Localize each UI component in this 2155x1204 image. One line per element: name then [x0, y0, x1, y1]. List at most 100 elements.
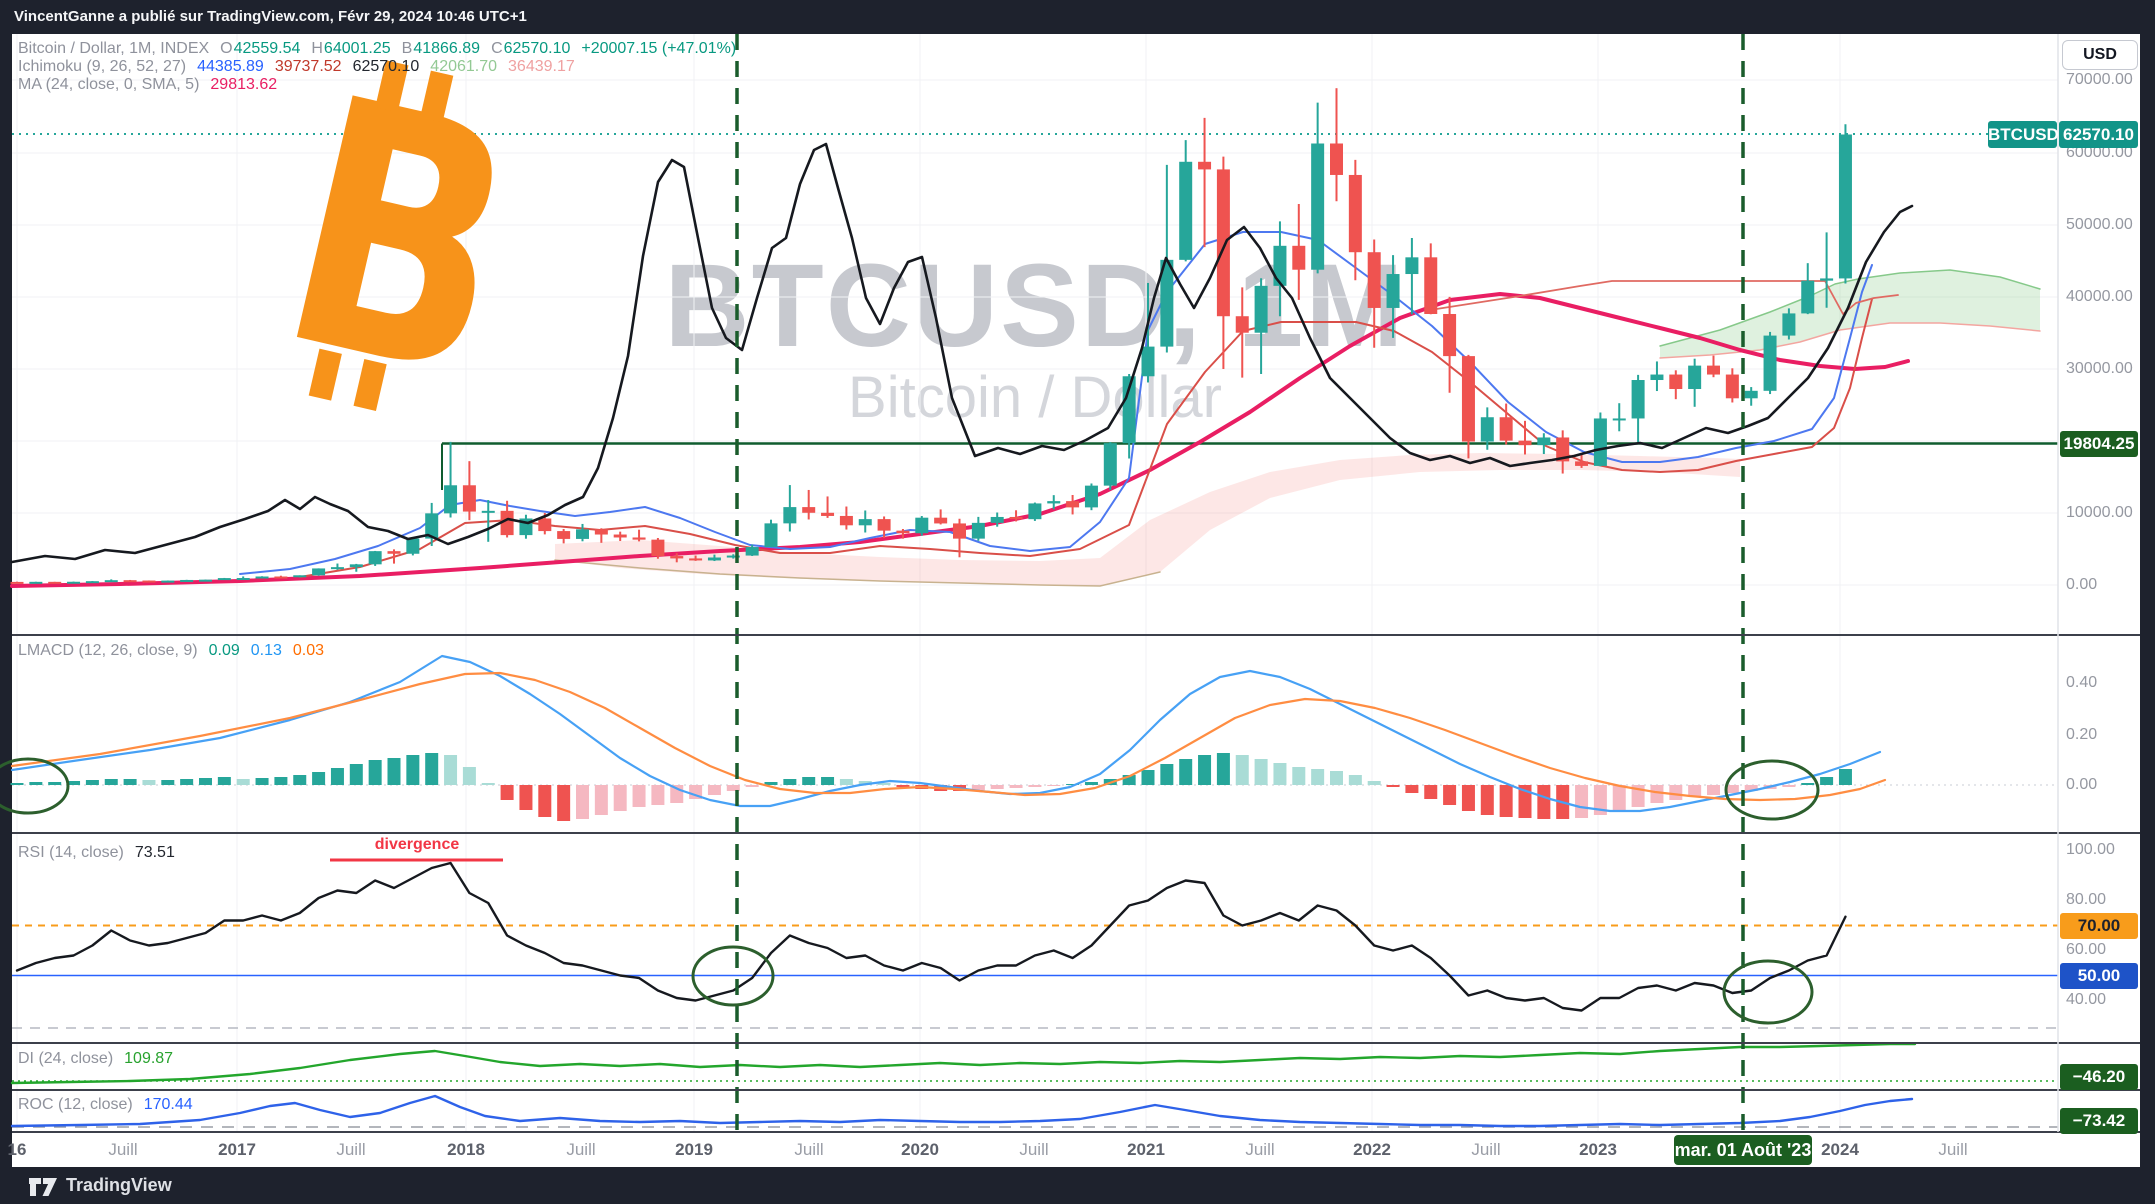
candle-body	[802, 507, 816, 513]
symbol-legend[interactable]: Bitcoin / Dollar, 1M, INDEX O42559.54 H640…	[18, 40, 747, 58]
macd-histogram-bar	[1311, 769, 1325, 785]
time-tick-label: 2019	[675, 1140, 713, 1159]
candle-body	[142, 580, 156, 583]
macd-histogram-bar	[1650, 785, 1664, 803]
time-tick-label: Juill	[1245, 1140, 1275, 1159]
candle-body	[1537, 437, 1551, 446]
price-tick-label: 0.40	[2066, 674, 2098, 691]
macd-histogram-bar	[387, 758, 401, 785]
macd-histogram-bar	[783, 779, 797, 785]
macd-histogram-bar	[29, 782, 43, 785]
tradingview-brand-text[interactable]: TradingView	[66, 1175, 172, 1195]
legend-value: 73.51	[134, 844, 175, 861]
green-level-line[interactable]	[441, 442, 2058, 491]
ma-line	[10, 292, 1910, 588]
axis-value-badge: 70.00	[2060, 913, 2138, 939]
candle-body	[1443, 313, 1457, 357]
legend-value: Bitcoin / Dollar, 1M, INDEX	[18, 40, 210, 57]
macd-histogram-bar	[802, 777, 816, 785]
currency-toggle-button[interactable]: USD	[2062, 40, 2138, 70]
candle-body	[1198, 161, 1212, 170]
macd-histogram-bar	[500, 785, 514, 800]
macd-histogram-bar	[1443, 785, 1457, 805]
macd-histogram-bar	[821, 777, 835, 785]
legend-value: 0.09	[208, 642, 240, 659]
candle-body	[1650, 374, 1664, 381]
candle-body	[1461, 356, 1475, 442]
chart-canvas-background[interactable]	[12, 34, 2140, 1167]
macd-histogram-bar	[1066, 784, 1080, 785]
ma-legend[interactable]: MA (24, close, 0, SMA, 5) 29813.62	[18, 76, 288, 94]
macd-histogram-bar	[1725, 785, 1739, 793]
green-circle-annotation[interactable]	[691, 945, 775, 1007]
legend-value: 170.44	[143, 1096, 193, 1113]
candle-body	[1141, 346, 1155, 377]
time-tick-label: Juill	[1019, 1140, 1049, 1159]
price-tick-label: 0.00	[2066, 776, 2098, 793]
candle-body	[293, 575, 307, 578]
candle-body	[1348, 174, 1362, 253]
axis-value-badge: 50.00	[2060, 963, 2138, 989]
macd-histogram-bar	[425, 753, 439, 785]
macd-histogram-bar	[1198, 755, 1212, 785]
macd-histogram-bar	[726, 785, 740, 791]
candle-body	[48, 581, 62, 584]
macd-histogram-bar	[877, 783, 891, 785]
green-circle-annotation[interactable]	[0, 757, 70, 815]
macd-histogram-bar	[651, 785, 665, 805]
legend-value: LMACD (12, 26, close, 9)	[18, 642, 198, 659]
di-legend[interactable]: DI (24, close) 109.87	[18, 1050, 184, 1068]
macd-line	[10, 654, 1882, 813]
price-tick-label: 0.00	[2066, 576, 2098, 593]
candle-body	[1160, 259, 1174, 347]
tradingview-logo-icon[interactable]	[28, 1176, 60, 1198]
ichimoku-cloud-past	[555, 453, 1740, 586]
candle-body	[330, 567, 344, 570]
rsi-legend[interactable]: RSI (14, close) 73.51	[18, 844, 186, 862]
legend-value: MA (24, close, 0, SMA, 5)	[18, 76, 200, 93]
candles	[10, 88, 1852, 584]
macd-histogram-bar	[896, 785, 910, 787]
bitcoin-logo-icon: B	[254, 40, 545, 456]
candle-body	[1084, 485, 1098, 508]
svg-text:B: B	[254, 40, 545, 456]
green-circle-annotation[interactable]	[1722, 959, 1814, 1025]
macd-histogram-bar	[538, 785, 552, 817]
candle-body	[368, 551, 382, 565]
candle-body	[1179, 161, 1193, 260]
candle-body	[934, 517, 948, 524]
macd-histogram-bar	[1348, 775, 1362, 785]
macd-legend[interactable]: LMACD (12, 26, close, 9) 0.09 0.13 0.03	[18, 642, 335, 660]
ichimoku-legend[interactable]: Ichimoku (9, 26, 52, 27) 44385.89 39737.52…	[18, 58, 586, 76]
candle-body	[1386, 274, 1400, 308]
legend-value: 44385.89	[197, 58, 264, 75]
candle-body	[1801, 280, 1815, 314]
roc-legend[interactable]: ROC (12, close) 170.44	[18, 1096, 204, 1114]
macd-histogram-bar	[462, 767, 476, 785]
legend-value: 62570.10	[352, 58, 420, 75]
candle-body	[1424, 257, 1438, 314]
macd-histogram-bar	[1424, 785, 1438, 799]
candle-body	[481, 510, 495, 513]
crosshair-date-badge: mar. 01 Août '23	[1674, 1135, 1812, 1165]
macd-histogram-bar	[1028, 785, 1042, 787]
symbol-price-label: BTCUSD	[1988, 121, 2059, 148]
macd-histogram-bar	[1518, 785, 1532, 818]
candle-body	[1273, 245, 1287, 286]
macd-histogram-bar	[557, 785, 571, 821]
macd-histogram-bar	[104, 779, 118, 785]
candle-body	[1254, 285, 1268, 333]
macd-histogram-bar	[255, 778, 269, 785]
macd-histogram-bar	[180, 779, 194, 785]
macd-histogram-bar	[349, 764, 363, 785]
candle-body	[651, 539, 665, 557]
time-tick-label: 2017	[218, 1140, 256, 1159]
candle-body	[764, 523, 778, 548]
divergence-annotation-label[interactable]: divergence	[374, 836, 460, 853]
green-circle-annotation[interactable]	[1724, 759, 1820, 821]
price-tick-label: 40.00	[2066, 991, 2107, 1008]
macd-histogram-bar	[1801, 783, 1815, 785]
ichimoku-cloud-future	[1660, 270, 2040, 358]
macd-histogram-bar	[368, 760, 382, 785]
